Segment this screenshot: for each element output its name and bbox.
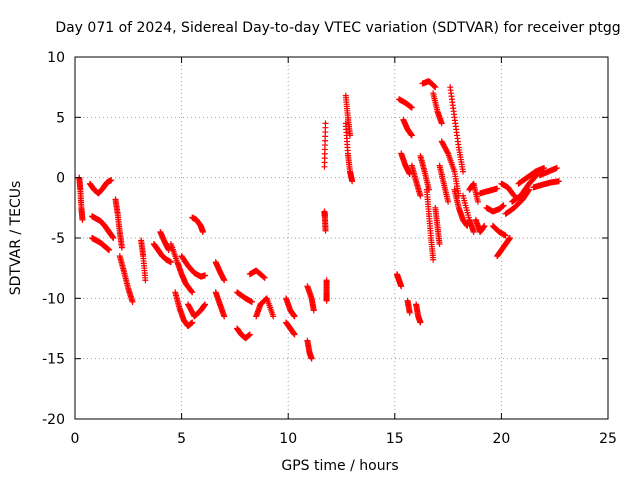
data-point xyxy=(310,307,317,314)
data-point xyxy=(555,178,562,185)
data-point xyxy=(406,309,413,316)
data-point xyxy=(502,232,509,239)
x-tick-label: 20 xyxy=(492,431,510,447)
data-point xyxy=(221,277,228,284)
data-point xyxy=(553,165,560,172)
data-point xyxy=(406,171,413,178)
data-point xyxy=(167,259,174,266)
data-point-fill xyxy=(263,295,270,302)
data-point-fill xyxy=(444,149,451,156)
y-tick-label: -5 xyxy=(51,231,65,247)
data-point xyxy=(322,120,329,127)
data-point xyxy=(118,244,125,251)
data-point xyxy=(438,120,445,127)
data-point xyxy=(199,228,206,235)
y-tick-label: -20 xyxy=(42,412,65,428)
data-point xyxy=(417,319,424,326)
data-point xyxy=(189,319,196,326)
y-axis-label: SDTVAR / TECUs xyxy=(8,181,24,296)
data-point xyxy=(322,227,329,234)
y-tick-label: -10 xyxy=(42,291,65,307)
data-point xyxy=(349,178,356,185)
data-point xyxy=(432,84,439,91)
data-point xyxy=(202,272,209,279)
data-point xyxy=(541,165,548,172)
data-point xyxy=(291,331,298,338)
x-tick-label: 10 xyxy=(279,431,297,447)
chart-title: Day 071 of 2024, Sidereal Day-to-day VTE… xyxy=(55,20,620,36)
data-point xyxy=(202,301,209,308)
data-point xyxy=(129,298,136,305)
data-point xyxy=(481,222,488,229)
data-point xyxy=(506,235,513,241)
data-point xyxy=(500,202,507,209)
data-point xyxy=(110,235,117,241)
data-point xyxy=(142,277,149,284)
x-ticks: 0 5 10 15 20 25 xyxy=(71,57,617,447)
data-point xyxy=(189,289,196,296)
data-point xyxy=(106,247,113,254)
data-point-fill xyxy=(510,191,517,198)
x-tick-label: 25 xyxy=(599,431,617,447)
x-tick-label: 5 xyxy=(177,431,186,447)
data-point xyxy=(494,185,501,192)
data-point xyxy=(291,313,298,320)
data-point xyxy=(270,313,277,320)
grid xyxy=(75,57,608,419)
data-point xyxy=(221,313,228,320)
y-tick-label: 5 xyxy=(56,110,65,126)
y-tick-label: 10 xyxy=(47,50,65,66)
data-point xyxy=(470,228,477,235)
y-ticks: -20 -15 -10 -5 0 5 10 xyxy=(42,50,608,428)
data-point xyxy=(408,132,415,139)
data-point-fill xyxy=(260,274,267,281)
data-point xyxy=(248,298,255,305)
data-point xyxy=(108,177,115,184)
data-point xyxy=(474,198,481,205)
data-point xyxy=(417,192,424,199)
data-point xyxy=(79,216,86,223)
data-point xyxy=(308,355,315,362)
data-point xyxy=(408,104,415,111)
data-point-fill xyxy=(188,288,195,295)
data-point xyxy=(398,283,405,290)
y-tick-label: 0 xyxy=(56,171,65,187)
data-point xyxy=(460,168,467,175)
data-point xyxy=(436,241,443,248)
data-point-fill xyxy=(431,83,438,90)
data-point xyxy=(323,297,330,304)
x-tick-label: 15 xyxy=(386,431,404,447)
data-points xyxy=(76,78,562,362)
data-point xyxy=(445,198,452,205)
x-axis-label: GPS time / hours xyxy=(281,458,398,474)
data-point xyxy=(261,274,268,281)
y-tick-label: -15 xyxy=(42,352,65,368)
data-point xyxy=(165,247,172,254)
x-tick-label: 0 xyxy=(71,431,80,447)
plot-frame xyxy=(74,56,609,420)
data-point-fill xyxy=(431,82,438,89)
data-point xyxy=(246,331,253,338)
data-point xyxy=(430,256,437,263)
